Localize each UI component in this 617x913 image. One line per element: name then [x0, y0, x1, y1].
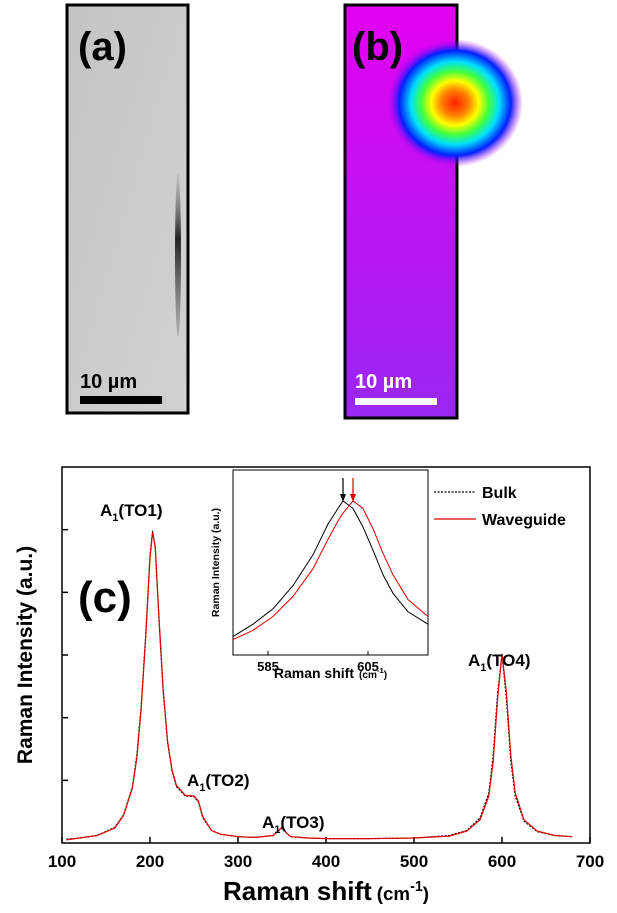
- x-label-unit: (cm: [377, 883, 410, 904]
- annotation-rest: (TO4): [486, 651, 530, 670]
- series-line: [66, 532, 573, 841]
- x-tick-label: 200: [136, 852, 164, 871]
- y-axis-label: Raman Intensity (a.u.): [210, 508, 222, 617]
- x-label-end: ): [384, 670, 387, 681]
- x-tick-label: 100: [48, 852, 76, 871]
- annotation-main: A: [468, 651, 480, 670]
- annotation-rest: (TO1): [118, 501, 162, 520]
- panel-b: (b) 10 µm: [343, 3, 523, 420]
- peak-annotation: A1(TO4): [468, 651, 530, 674]
- legend-label: Bulk: [482, 485, 517, 502]
- waveguide-streak: [175, 173, 181, 337]
- annotation-sub: 1: [112, 512, 118, 524]
- annotation-sub: 1: [199, 782, 205, 794]
- y-axis-label: Raman Intensity (a.u.): [14, 546, 37, 764]
- x-label-end: ): [423, 883, 429, 904]
- panel-label: (b): [352, 25, 403, 69]
- annotation-sub: 1: [480, 662, 486, 674]
- x-label-sup: -1: [410, 879, 423, 895]
- scale-bar: [80, 396, 162, 404]
- x-label-text: Raman shift: [274, 665, 354, 681]
- x-label-text: Raman shift: [223, 876, 372, 906]
- x-label-unit: (cm: [359, 670, 377, 681]
- panel-label: (a): [78, 25, 127, 69]
- annotation-main: A: [262, 813, 274, 832]
- x-tick-label: 700: [576, 852, 604, 871]
- x-axis-label: Raman shift (cm-1): [223, 876, 429, 906]
- series-line: [232, 500, 429, 641]
- panel-a: (a) 10 µm: [65, 3, 190, 415]
- peak-arrowhead: [350, 494, 356, 502]
- scale-label: 10 µm: [80, 371, 137, 393]
- panel-label: (c): [78, 573, 132, 622]
- peak-annotation: A1(TO1): [100, 501, 162, 524]
- x-tick-label: 600: [488, 852, 516, 871]
- legend-label: Waveguide: [482, 512, 566, 529]
- scale-bar: [355, 398, 437, 405]
- x-tick-label: 500: [400, 852, 428, 871]
- x-tick-label: 585: [257, 659, 279, 674]
- x-tick-label: 400: [312, 852, 340, 871]
- x-axis-label: Raman shift (cm-1): [274, 665, 387, 681]
- annotation-rest: (TO3): [280, 813, 324, 832]
- peak-annotation: A1(TO2): [187, 771, 249, 794]
- annotation-sub: 1: [274, 824, 280, 836]
- x-tick-label: 300: [224, 852, 252, 871]
- annotation-main: A: [187, 771, 199, 790]
- peak-arrowhead: [340, 494, 346, 502]
- mode-spot: [387, 39, 523, 167]
- x-tick-label: 605: [357, 659, 379, 674]
- x-label-sup: -1: [377, 666, 385, 675]
- scale-label: 10 µm: [355, 371, 412, 393]
- annotation-rest: (TO2): [205, 771, 249, 790]
- plot-frame: [232, 469, 429, 656]
- peak-annotation: A1(TO3): [262, 813, 324, 836]
- micrograph: [65, 3, 190, 415]
- annotation-main: A: [100, 501, 112, 520]
